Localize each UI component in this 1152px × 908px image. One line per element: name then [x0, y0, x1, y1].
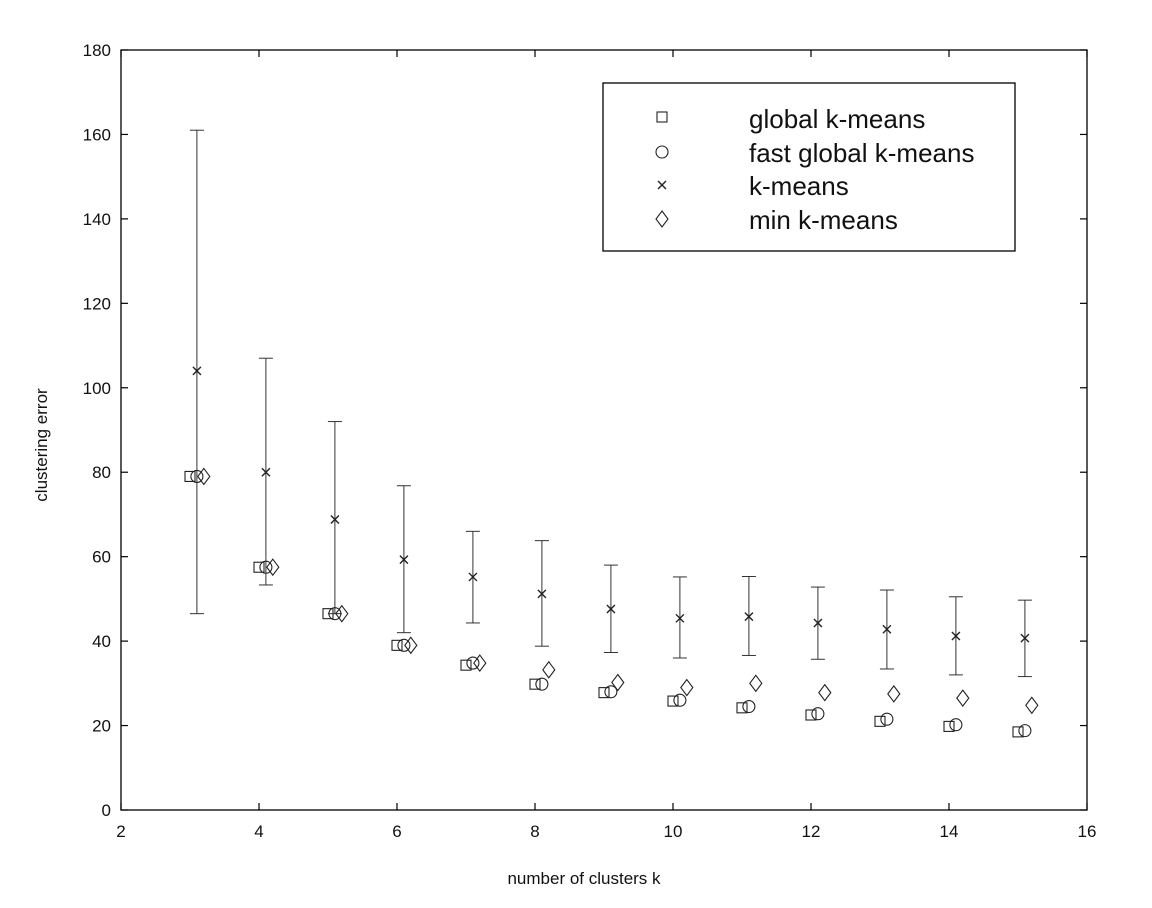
legend-marker-min-k-means	[655, 210, 669, 228]
legend-label-min-k-means: min k-means	[749, 205, 898, 235]
global-k-means-point	[736, 702, 748, 714]
min-k-means-point	[542, 660, 556, 679]
x-tick-label: 10	[664, 822, 683, 841]
y-tick-label: 160	[83, 125, 111, 144]
y-tick-label: 100	[83, 379, 111, 398]
k-means-point	[675, 613, 685, 623]
min-k-means-point	[680, 678, 694, 697]
global-k-means-point	[322, 608, 334, 620]
k-means-point	[399, 555, 409, 565]
k-means-point	[192, 366, 202, 376]
x-tick-label: 8	[530, 822, 539, 841]
x-tick-label: 2	[116, 822, 125, 841]
x-tick-label: 12	[802, 822, 821, 841]
k-means-point	[606, 604, 616, 614]
legend-label-k-means: k-means	[749, 171, 849, 201]
legend: global k-means fast global k-means k-mea…	[602, 82, 1016, 252]
x-tick-label: 14	[940, 822, 959, 841]
y-axis-label: clustering error	[32, 388, 51, 502]
k-means-point	[882, 624, 892, 634]
fast-global-k-means-point	[604, 685, 618, 699]
y-tick-label: 180	[83, 41, 111, 60]
min-k-means-point	[473, 654, 487, 672]
plot-area	[120, 49, 1088, 811]
k-means-point	[468, 572, 478, 582]
global-k-means-point	[943, 720, 955, 732]
y-tick-label: 20	[92, 717, 111, 736]
fast-global-k-means-point	[811, 707, 825, 721]
x-tick-label: 16	[1078, 822, 1097, 841]
global-k-means-point	[460, 659, 472, 671]
fast-global-k-means-point	[673, 693, 687, 707]
global-k-means-point	[874, 715, 886, 727]
global-k-means-point	[529, 678, 541, 690]
fast-global-k-means-point	[742, 700, 756, 714]
fast-global-k-means-point	[880, 712, 894, 726]
min-k-means-point	[887, 684, 901, 703]
global-k-means-point	[391, 639, 403, 651]
fast-global-k-means-point	[1018, 724, 1032, 738]
legend-marker-fast-global-k-means	[655, 145, 669, 159]
k-means-point	[744, 612, 754, 622]
fast-global-k-means-point	[949, 718, 963, 732]
legend-box	[602, 82, 1016, 252]
ticks	[120, 49, 1088, 811]
y-tick-label: 40	[92, 632, 111, 651]
x-axis-label: number of clusters k	[507, 869, 661, 888]
min-k-means-point	[1025, 696, 1039, 715]
global-k-means-point	[667, 695, 679, 707]
min-k-means-point	[335, 604, 349, 623]
y-tick-label: 0	[102, 801, 111, 820]
legend-label-global-k-means: global k-means	[749, 104, 925, 134]
fast-global-k-means-point	[397, 638, 411, 652]
min-k-means-point	[749, 674, 763, 693]
y-tick-label: 80	[92, 463, 111, 482]
global-k-means-point	[805, 709, 817, 721]
y-tick-label: 120	[83, 294, 111, 313]
fast-global-k-means-point	[190, 469, 204, 483]
min-k-means-point	[818, 683, 832, 702]
fast-global-k-means-point	[328, 607, 342, 621]
legend-markers	[655, 111, 669, 228]
error-bar	[327, 421, 342, 615]
markers	[184, 366, 1039, 738]
min-k-means-point	[611, 673, 625, 692]
y-tick-label: 140	[83, 210, 111, 229]
fast-global-k-means-point	[466, 656, 480, 670]
k-means-point	[951, 631, 961, 641]
k-means-point	[330, 515, 340, 525]
x-tick-label: 4	[254, 822, 263, 841]
x-tick-label: 6	[392, 822, 401, 841]
legend-marker-global-k-means	[656, 111, 668, 123]
legend-label-fast-global-k-means: fast global k-means	[749, 138, 974, 168]
error-bar	[189, 129, 204, 615]
y-tick-label: 60	[92, 548, 111, 567]
global-k-means-point	[1012, 726, 1024, 738]
fast-global-k-means-point	[259, 560, 273, 574]
k-means-point	[537, 589, 547, 599]
global-k-means-point	[598, 687, 610, 699]
min-k-means-point	[404, 636, 418, 655]
min-k-means-point	[266, 558, 280, 577]
global-k-means-point	[253, 561, 265, 573]
global-k-means-point	[184, 470, 196, 482]
min-k-means-point	[956, 689, 970, 708]
k-means-point	[261, 467, 271, 477]
fast-global-k-means-point	[535, 677, 549, 691]
min-k-means-point	[197, 467, 211, 486]
legend-marker-k-means	[657, 180, 667, 190]
k-means-point	[813, 618, 823, 628]
k-means-point	[1020, 633, 1030, 643]
